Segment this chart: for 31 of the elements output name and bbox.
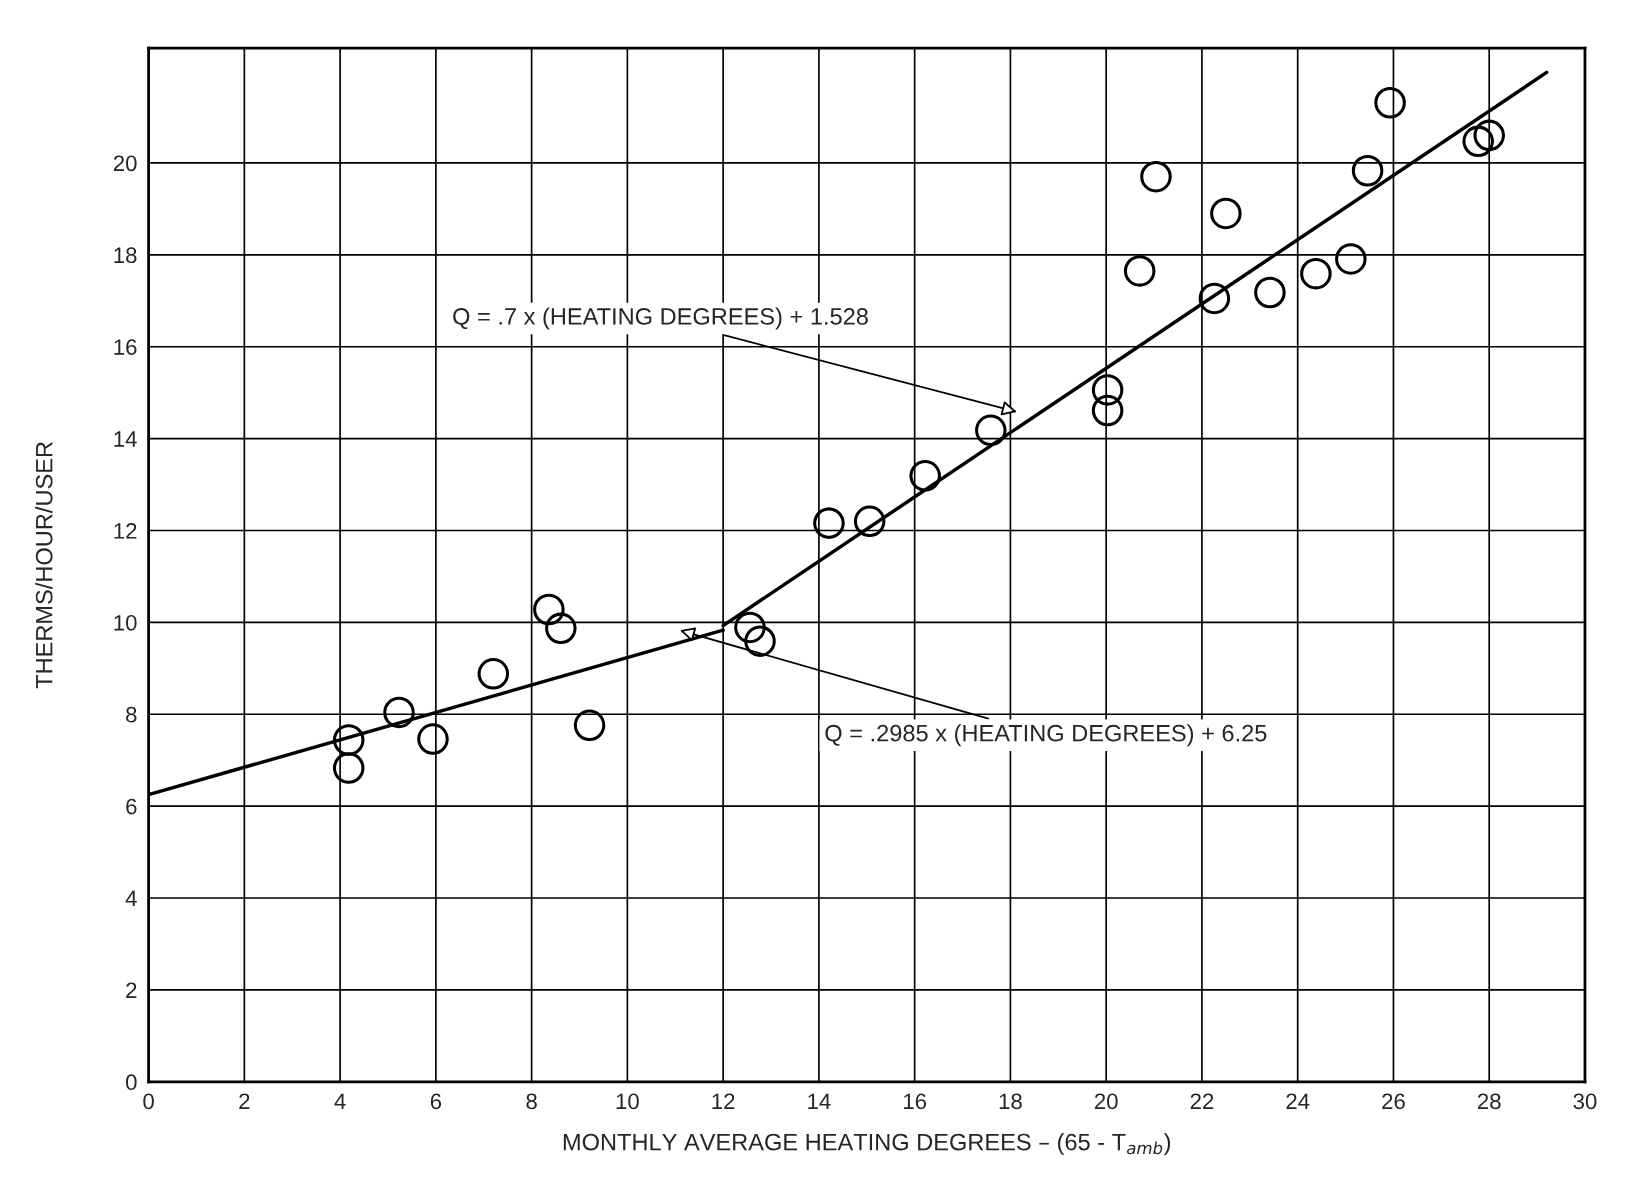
y-tick-label: 6 <box>126 798 137 815</box>
y-tick-label: 2 <box>126 982 137 998</box>
y-axis-title: THERMS/HOUR/USER <box>35 442 53 689</box>
annotation: Q = .7 x (HEATING DEGREES) + 1.528 <box>453 307 868 330</box>
x-tick-label: 16 <box>903 1093 927 1110</box>
x-tick-label: 30 <box>1573 1093 1597 1110</box>
x-tick-label: 20 <box>1094 1093 1118 1110</box>
x-tick-label: 26 <box>1382 1093 1405 1110</box>
y-tick-label: 10 <box>114 614 137 631</box>
x-tick-label: 2 <box>239 1093 250 1110</box>
x-tick-label: 14 <box>808 1093 831 1110</box>
y-tick-label: 12 <box>114 523 137 539</box>
annotation: Q = .2985 x (HEATING DEGREES) + 6.25 <box>825 724 1267 747</box>
y-tick-label: 16 <box>114 339 137 355</box>
y-tick-label: 20 <box>113 155 137 172</box>
x-tick-label: 6 <box>430 1093 442 1110</box>
x-tick-label: 22 <box>1190 1093 1214 1110</box>
y-tick-label: 0 <box>125 1074 137 1091</box>
y-tick-label: 18 <box>114 247 137 264</box>
x-tick-label: 4 <box>334 1093 346 1110</box>
y-tick-label: 4 <box>125 890 137 907</box>
x-axis-title: MONTHLY AVERAGE HEATING DEGREES – (65 - T$_{amb}$) <box>563 1133 1171 1156</box>
x-tick-label: 24 <box>1286 1093 1310 1110</box>
x-tick-label: 8 <box>526 1093 537 1110</box>
x-tick-label: 12 <box>712 1093 735 1110</box>
x-tick-label: 28 <box>1477 1093 1501 1110</box>
x-tick-label: 10 <box>616 1093 639 1110</box>
y-tick-label: 8 <box>126 706 137 723</box>
x-tick-label: 0 <box>143 1093 154 1110</box>
x-tick-label: 18 <box>999 1093 1022 1110</box>
y-tick-label: 14 <box>114 431 137 447</box>
